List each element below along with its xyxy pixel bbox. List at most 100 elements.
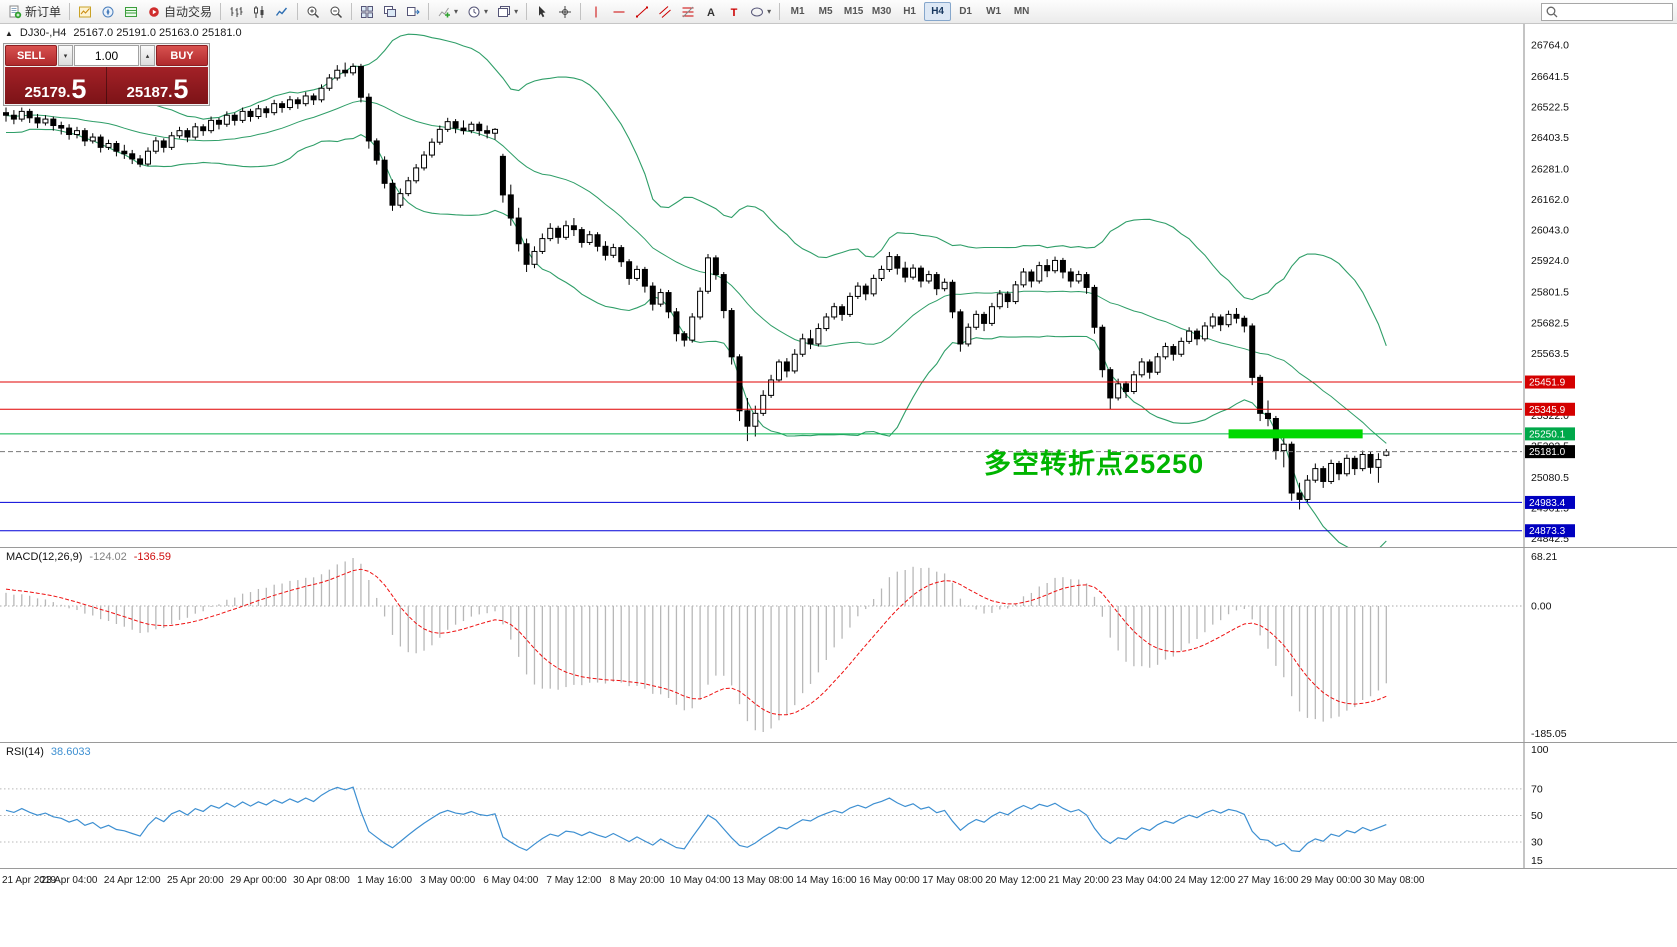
timeframe-m1-button[interactable]: M1 — [790, 6, 805, 17]
rsi-label: RSI(14) 38.6033 — [6, 746, 91, 758]
shapes-icon — [751, 7, 764, 16]
sell-price-display[interactable]: 25179. 5 — [5, 67, 107, 104]
price-tick-label: 26043.0 — [1531, 225, 1569, 237]
panel-separator[interactable] — [0, 742, 1677, 743]
timeframe-m5-button[interactable]: M5 — [818, 6, 833, 17]
vertical-line-button[interactable] — [585, 2, 607, 22]
text-button[interactable]: A — [700, 2, 722, 22]
timeframe-d1-button[interactable]: D1 — [959, 6, 972, 17]
toolbar-separator — [779, 3, 781, 20]
timeframe-w1-button[interactable]: W1 — [986, 6, 1002, 17]
rsi-axis-label: 15 — [1531, 855, 1543, 867]
templates-button[interactable]: ▾ — [493, 2, 522, 22]
toolbar-separator — [580, 3, 582, 20]
timeframe-m30-button[interactable]: M30 — [871, 6, 892, 17]
sell-price-big-digit: 5 — [71, 74, 87, 105]
timeframe-mn-button[interactable]: MN — [1013, 6, 1030, 17]
time-axis-label: 24 May 12:00 — [1174, 875, 1236, 886]
one-click-collapse-toggle[interactable]: ▲ — [5, 28, 13, 38]
time-axis-label: 29 May 00:00 — [1300, 875, 1362, 886]
rsi-axis-label: 50 — [1531, 810, 1543, 822]
line-chart-button[interactable] — [271, 2, 293, 22]
shapes-button[interactable]: ▾ — [746, 2, 775, 22]
time-axis-label: 23 Apr 04:00 — [40, 875, 98, 886]
time-axis-label: 1 May 16:00 — [357, 875, 413, 886]
cascade-windows-button[interactable] — [379, 2, 401, 22]
price-tick-label: 25563.5 — [1531, 348, 1569, 360]
time-axis-label: 20 May 12:00 — [985, 875, 1046, 886]
arrange-windows-button[interactable] — [402, 2, 424, 22]
cursor-button[interactable] — [531, 2, 553, 22]
sell-button[interactable]: SELL — [5, 45, 57, 66]
channel-button[interactable] — [654, 2, 676, 22]
terminal-button[interactable] — [120, 2, 142, 22]
price-tick-label: 26281.0 — [1531, 163, 1569, 175]
volume-up-button[interactable]: ▴ — [140, 45, 155, 66]
macd-panel[interactable]: 68.21 0.00 -185.05 MACD(12,26,9) -124.02 -… — [0, 548, 1677, 742]
time-axis-label: 30 May 08:00 — [1363, 875, 1425, 886]
panel-separator[interactable] — [0, 547, 1677, 548]
crosshair-button[interactable] — [554, 2, 576, 22]
buy-price-big-digit: 5 — [173, 74, 189, 105]
tile-icon — [361, 5, 374, 18]
horizontal-level-lines[interactable] — [0, 381, 1522, 532]
macd-canvas[interactable]: 68.21 0.00 -185.05 — [0, 548, 1677, 742]
timeframe-h1-button[interactable]: H1 — [903, 6, 916, 17]
rsi-line — [5, 786, 1387, 853]
price-tick-label: 26403.5 — [1531, 132, 1569, 144]
dropdown-arrow-icon: ▾ — [484, 6, 489, 16]
candle-chart-button[interactable] — [248, 2, 270, 22]
trendline-button[interactable] — [631, 2, 653, 22]
zoom-in-button[interactable] — [302, 2, 324, 22]
new-order-button[interactable]: 新订单 — [4, 2, 65, 22]
macd-name: MACD(12,26,9) — [6, 551, 83, 563]
toolbar-separator — [220, 3, 222, 20]
tile-windows-button[interactable] — [356, 2, 378, 22]
timeframe-h4-button[interactable]: H4 — [924, 2, 952, 21]
price-axis[interactable]: 26764.0 26641.5 26522.5 26403.5 26281.0 26162… — [1523, 24, 1575, 547]
macd-axis-label: 68.21 — [1531, 551, 1557, 563]
time-axis-label: 3 May 00:00 — [420, 875, 476, 886]
chart-window[interactable]: 26764.0 26641.5 26522.5 26403.5 26281.0 26162… — [0, 24, 1677, 547]
bar-chart-button[interactable] — [225, 2, 247, 22]
chart-ohlc-values: 25167.0 25191.0 25163.0 25181.0 — [73, 27, 242, 39]
time-axis[interactable]: 21 Apr 2019 23 Apr 04:00 24 Apr 12:00 25 Ap… — [0, 869, 1677, 892]
time-axis-label: 6 May 04:00 — [483, 875, 539, 886]
macd-axis-label: 0.00 — [1531, 601, 1552, 613]
candles-icon — [254, 5, 264, 18]
rsi-canvas[interactable]: 100 70 50 30 15 — [0, 743, 1677, 868]
chart-annotation-text[interactable]: 多空转折点25250 — [984, 449, 1205, 480]
timeframe-m15-button[interactable]: M15 — [843, 6, 864, 17]
trend-icon — [636, 6, 649, 17]
label-button[interactable]: T — [723, 2, 745, 22]
autotrading-button[interactable]: 自动交易 — [143, 2, 216, 22]
search-input[interactable] — [1562, 5, 1668, 18]
price-badge-label: 25451.9 — [1529, 378, 1566, 389]
zoom-out-button[interactable] — [325, 2, 347, 22]
panel-separator[interactable] — [0, 868, 1677, 869]
one-click-prices: 25179. 5 25187. 5 — [5, 67, 208, 104]
rsi-axis-label: 100 — [1531, 744, 1549, 756]
buy-price-main: 25187. — [126, 83, 173, 101]
price-tick-label: 25801.5 — [1531, 287, 1569, 299]
navigator-button[interactable] — [97, 2, 119, 22]
volume-input[interactable] — [74, 45, 139, 66]
toolbar-separator — [351, 3, 353, 20]
horizontal-line-button[interactable] — [608, 2, 630, 22]
buy-price-display[interactable]: 25187. 5 — [107, 67, 208, 104]
price-tick-label: 26641.5 — [1531, 71, 1569, 83]
price-tick-label: 25682.5 — [1531, 317, 1569, 329]
bollinger-bands — [5, 33, 1387, 547]
periods-button[interactable]: ▾ — [463, 2, 492, 22]
rsi-panel[interactable]: 100 70 50 30 15 RSI(14) 38.6033 — [0, 743, 1677, 868]
autotrading-button-label: 自动交易 — [164, 5, 213, 19]
buy-button[interactable]: BUY — [156, 45, 208, 66]
market-watch-button[interactable] — [74, 2, 96, 22]
volume-down-button[interactable]: ▾ — [58, 45, 73, 66]
price-badge-label: 25181.0 — [1529, 447, 1566, 458]
indicators-button[interactable]: ▾ — [433, 2, 462, 22]
svg-text:A: A — [707, 7, 715, 19]
fibonacci-button[interactable] — [677, 2, 699, 22]
main-chart-canvas[interactable]: 26764.0 26641.5 26522.5 26403.5 26281.0 26162… — [0, 24, 1677, 547]
rsi-axis-label: 70 — [1531, 783, 1543, 795]
